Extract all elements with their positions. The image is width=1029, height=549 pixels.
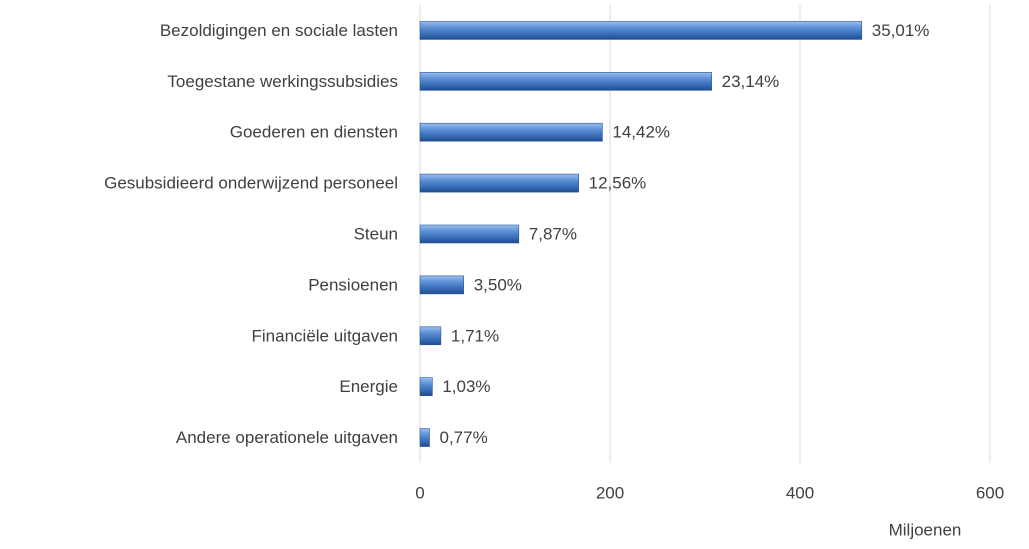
- x-tick-label: 400: [786, 483, 814, 502]
- y-tick-label: Goederen en diensten: [230, 123, 398, 142]
- bar: [419, 377, 433, 396]
- data-label: 35,01%: [872, 21, 930, 40]
- y-tick-label: Financiële uitgaven: [252, 326, 398, 345]
- y-tick-label: Energie: [339, 377, 398, 396]
- data-label: 7,87%: [529, 224, 577, 243]
- y-tick-label: Toegestane werkingssubsidies: [167, 72, 398, 91]
- x-axis-label: Miljoenen: [889, 520, 962, 539]
- x-tick-label: 200: [596, 483, 624, 502]
- bar: [419, 275, 465, 295]
- data-label: 1,03%: [442, 377, 490, 396]
- x-tick-label: 0: [415, 483, 424, 502]
- y-tick-label: Andere operationele uitgaven: [176, 428, 398, 447]
- data-label: 14,42%: [612, 123, 670, 142]
- y-tick-label: Pensioenen: [308, 275, 398, 294]
- data-label: 1,71%: [451, 326, 499, 345]
- y-tick-label: Gesubsidieerd onderwijzend personeel: [104, 174, 398, 193]
- bar: [419, 428, 430, 447]
- data-label: 12,56%: [589, 174, 647, 193]
- data-label: 3,50%: [474, 275, 522, 294]
- bar: [419, 224, 520, 244]
- x-tick-label: 600: [976, 483, 1004, 502]
- bar: [419, 21, 863, 40]
- y-tick-label: Steun: [354, 224, 398, 243]
- data-label: 0,77%: [440, 428, 488, 447]
- bar: [419, 122, 603, 142]
- y-tick-label: Bezoldigingen en sociale lasten: [160, 21, 398, 40]
- data-label: 23,14%: [722, 72, 780, 91]
- bar: [419, 326, 442, 346]
- bar: [419, 173, 579, 193]
- bar: [419, 72, 712, 91]
